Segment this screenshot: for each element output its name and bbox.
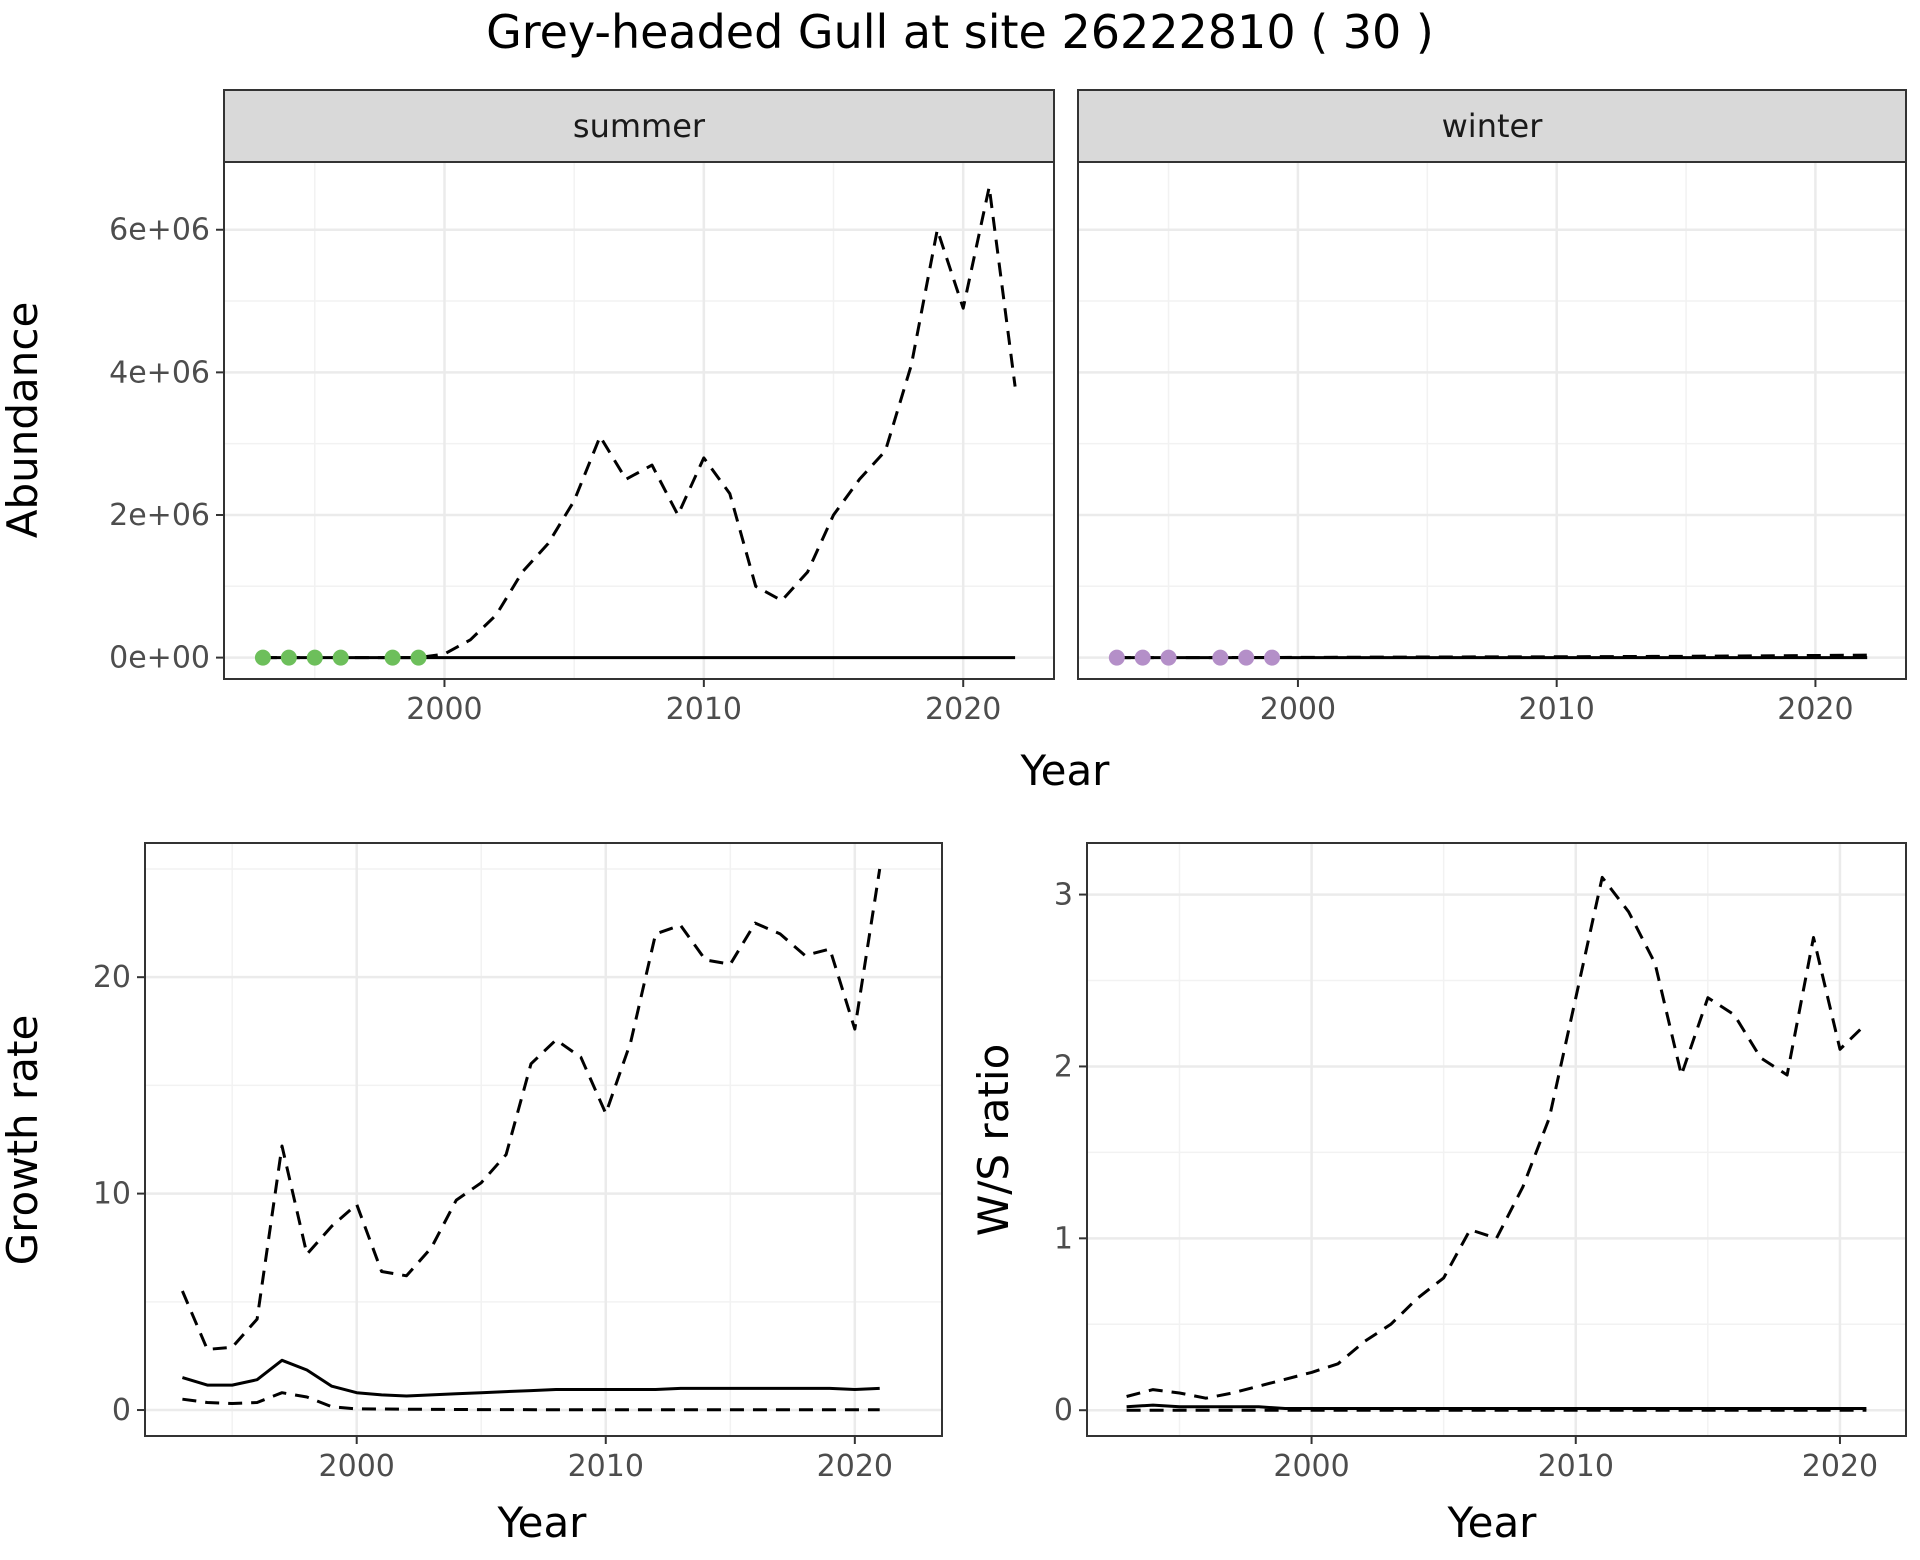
winter-panel-border	[1077, 161, 1907, 680]
summer-strip-label: summer	[573, 107, 706, 145]
growth-panel: 2000 2010 2020 0 10 20	[93, 842, 943, 1484]
winter-data-point	[1264, 649, 1281, 666]
growth-x-tick-label: 2020	[817, 1449, 893, 1484]
winter-data-point	[1134, 649, 1151, 666]
growth-y-tick-label: 20	[93, 960, 131, 995]
winter-strip-label: winter	[1442, 107, 1544, 145]
growth-series-line-2	[182, 1391, 880, 1412]
top-x-axis-title: Year	[1020, 746, 1111, 795]
ratio-x-tick-label: 2020	[1802, 1449, 1878, 1484]
abundance-y-axis-title: Abundance	[0, 302, 47, 539]
ratio-x-axis-title: Year	[1447, 1498, 1538, 1547]
figure-title: Grey-headed Gull at site 26222810 ( 30 )	[486, 5, 1434, 59]
growth-y-axis-title: Growth rate	[0, 1015, 47, 1266]
ratio-panel-border	[1086, 842, 1907, 1437]
ratio-x-tick-label: 2010	[1538, 1449, 1614, 1484]
ratio-series-line-0	[1126, 875, 1868, 1400]
summer-y-tick-label: 4e+06	[109, 355, 210, 390]
winter-data-point	[1160, 649, 1177, 666]
winter-data-point	[1108, 649, 1125, 666]
ratio-series-line-1	[1126, 1403, 1867, 1410]
summer-data-point	[254, 649, 271, 666]
ratio-y-tick-label: 2	[1054, 1049, 1073, 1084]
ratio-y-axis-title: W/S ratio	[969, 1044, 1018, 1237]
summer-data-point	[280, 649, 297, 666]
summer-y-tick-label: 6e+06	[109, 213, 210, 248]
ratio-y-tick-label: 0	[1054, 1393, 1073, 1428]
summer-plot-background	[224, 162, 1054, 679]
growth-x-tick-label: 2010	[568, 1449, 644, 1484]
growth-panel-border	[144, 842, 943, 1437]
ratio-y-tick-label: 3	[1054, 878, 1073, 913]
summer-y-tick-label: 0e+00	[109, 641, 210, 676]
winter-data-point	[1212, 649, 1229, 666]
summer-panel: summer 2000 2010 2020 0e+00 2e+06 4e+06 6e+06	[109, 89, 1055, 727]
winter-x-tick-label: 2000	[1260, 692, 1336, 727]
summer-data-point	[332, 649, 349, 666]
winter-panel: winter 2000 2010 2020	[1077, 89, 1907, 727]
summer-data-point	[384, 649, 401, 666]
summer-strip	[223, 89, 1055, 163]
winter-strip	[1077, 89, 1907, 163]
summer-data-point	[410, 649, 427, 666]
growth-series-line-1	[181, 1358, 880, 1398]
summer-x-tick-label: 2020	[925, 692, 1001, 727]
ratio-x-tick-label: 2000	[1273, 1449, 1349, 1484]
summer-x-tick-label: 2010	[666, 692, 742, 727]
ratio-panel: 2000 2010 2020 0 1 2 3	[1054, 842, 1907, 1484]
winter-x-tick-label: 2010	[1519, 692, 1595, 727]
growth-plot-background	[145, 843, 942, 1436]
winter-plot-background	[1078, 162, 1906, 679]
summer-x-tick-label: 2000	[406, 692, 482, 727]
winter-data-point	[1238, 649, 1255, 666]
ratio-plot-background	[1087, 843, 1906, 1436]
growth-series-line-0	[181, 868, 882, 1351]
growth-y-tick-label: 0	[112, 1393, 131, 1428]
growth-x-tick-label: 2000	[319, 1449, 395, 1484]
summer-data-point	[306, 649, 323, 666]
growth-y-tick-label: 10	[93, 1177, 131, 1212]
growth-x-axis-title: Year	[497, 1498, 588, 1547]
winter-x-tick-label: 2020	[1777, 692, 1853, 727]
ratio-y-tick-label: 1	[1054, 1221, 1073, 1256]
summer-panel-border	[223, 161, 1055, 680]
summer-y-tick-label: 2e+06	[109, 498, 210, 533]
